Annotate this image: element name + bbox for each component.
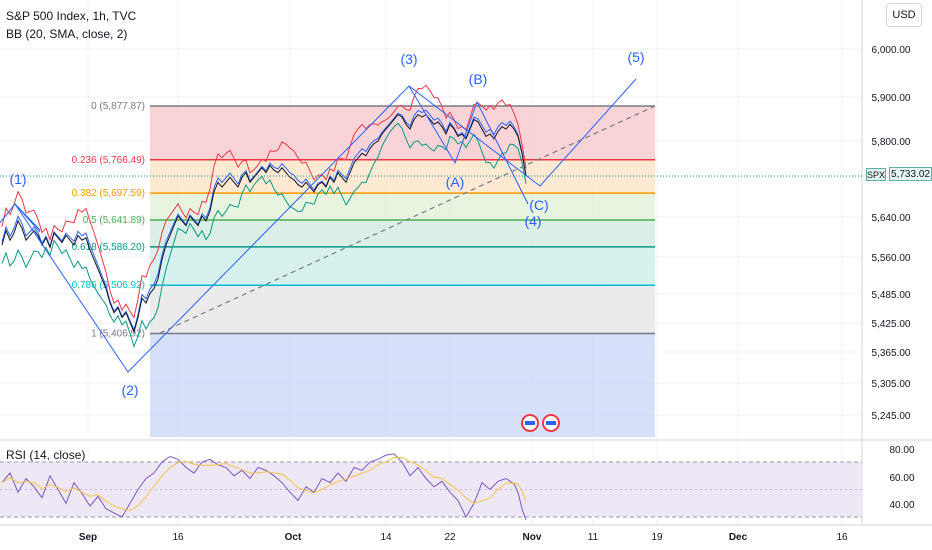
corrective-wave-label: (C) [529, 197, 548, 213]
bb-lower-band [1, 122, 527, 349]
time-axis-label: 16 [836, 532, 848, 543]
price-axis-label: 5,800.00 [872, 137, 911, 148]
price-axis-label: 6,000.00 [872, 45, 911, 56]
wave-label: (2) [121, 382, 138, 398]
wave-label: (1) [9, 171, 26, 187]
rsi-line [1, 453, 527, 520]
price-axis-label: 5,485.00 [872, 290, 911, 301]
time-axis-label: Sep [79, 532, 97, 543]
fib-zone [150, 285, 655, 334]
wave-label: (4) [524, 213, 541, 229]
rsi-ma-line [1, 457, 527, 512]
fib-level-label: 0.382 (5,697.59) [72, 188, 145, 199]
price-axis-label: 5,425.00 [872, 319, 911, 330]
bb-upper-band [1, 84, 527, 319]
event-flag-icon-stripe [525, 421, 535, 425]
price-axis-label: 5,365.00 [872, 348, 911, 359]
fib-level-label: 0.786 (5,506.92) [72, 280, 145, 291]
corrective-wave-label: (B) [469, 71, 488, 87]
event-icons [521, 414, 560, 432]
price-axis-label: 5,560.00 [872, 253, 911, 264]
time-axis-label: 19 [651, 532, 663, 543]
rsi-axis-label: 80.00 [889, 445, 914, 456]
event-flag-icon-stripe [546, 421, 556, 425]
price-axis-label: 5,900.00 [872, 93, 911, 104]
price-axis-label: 5,305.00 [872, 379, 911, 390]
fib-zone [150, 246, 655, 286]
fib-level-label: 0 (5,877.87) [91, 101, 145, 112]
time-axis-label: 16 [172, 532, 184, 543]
fib-level-label: 0.618 (5,586.20) [72, 242, 145, 253]
currency-selector[interactable]: USD [886, 3, 922, 27]
fib-zone [150, 333, 655, 437]
price-axis-label: 5,245.00 [872, 411, 911, 422]
corrective-wave-line [408, 85, 529, 205]
time-axis-label: Dec [729, 532, 748, 543]
price-line [1, 113, 527, 334]
rsi-axis-label: 40.00 [889, 500, 914, 511]
time-axis-label: 22 [444, 532, 456, 543]
rsi-pane [0, 453, 862, 520]
rsi-axis-label: 60.00 [889, 473, 914, 484]
time-axis-label: 11 [588, 532, 599, 543]
bollinger-legend[interactable]: BB (20, SMA, close, 2) [6, 27, 128, 41]
wave-label: (3) [400, 51, 417, 67]
trendline [159, 105, 656, 334]
elliott-wave-drawing: (1) (2) (3) (4) (5) (A) (B) (C) [0, 49, 656, 398]
price-axis-label: 5,640.00 [872, 213, 911, 224]
fib-zone [150, 106, 655, 160]
time-axis-label: Nov [523, 532, 542, 543]
time-axis-label: Oct [285, 532, 302, 543]
price-series [0, 113, 862, 334]
fib-zone [150, 193, 655, 220]
time-axis-label: 14 [380, 532, 392, 543]
bollinger-bands [1, 84, 527, 349]
last-price-badge: 5,733.02 [889, 167, 932, 181]
corrective-wave-label: (A) [446, 174, 465, 190]
chart-title: S&P 500 Index, 1h, TVC [6, 9, 137, 23]
wave-connector [14, 203, 41, 233]
fib-level-label: 0.5 (5,641.89) [83, 215, 145, 226]
fib-level-label: 0.236 (5,766.49) [72, 155, 145, 166]
fib-zone [150, 219, 655, 247]
axes: 6,000.00 5,900.00 5,800.00 5,640.00 5,560.00… [79, 45, 915, 543]
rsi-legend[interactable]: RSI (14, close) [6, 448, 86, 462]
fib-level-label: 1 (5,406.92) [91, 329, 145, 340]
wave-label: (5) [627, 49, 644, 65]
bb-basis [1, 109, 527, 332]
symbol-badge: SPX [866, 168, 886, 181]
